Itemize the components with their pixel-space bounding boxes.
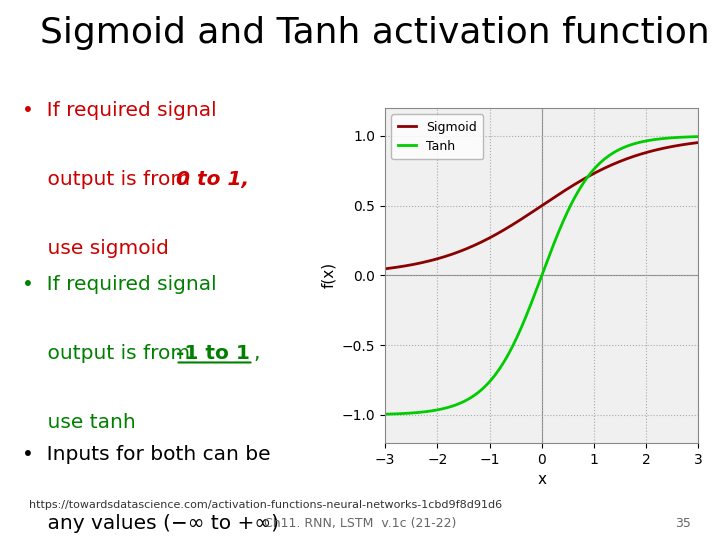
Text: output is from: output is from xyxy=(22,170,196,189)
Text: any values (−∞ to +∞): any values (−∞ to +∞) xyxy=(22,514,279,534)
Text: https://towardsdatascience.com/activation-functions-neural-networks-1cbd9f8d91d6: https://towardsdatascience.com/activatio… xyxy=(29,500,502,510)
Sigmoid xyxy=(665,144,673,150)
Text: Sigmoid and Tanh activation function: Sigmoid and Tanh activation function xyxy=(40,16,709,50)
Sigmoid xyxy=(567,183,576,190)
Y-axis label: f(x): f(x) xyxy=(321,262,336,288)
Tanh xyxy=(572,190,581,197)
Text: 0 to 1,: 0 to 1, xyxy=(176,170,248,189)
Line: Tanh: Tanh xyxy=(385,137,698,414)
Tanh xyxy=(381,411,390,417)
Text: -1 to 1: -1 to 1 xyxy=(176,345,249,363)
Tanh xyxy=(645,137,654,144)
Sigmoid xyxy=(572,180,581,186)
Sigmoid xyxy=(381,266,390,272)
Text: •  If required signal: • If required signal xyxy=(22,102,216,120)
Tanh xyxy=(665,135,673,141)
Sigmoid xyxy=(382,266,390,272)
Text: •  Inputs for both can be: • Inputs for both can be xyxy=(22,446,270,464)
Legend: Sigmoid, Tanh: Sigmoid, Tanh xyxy=(392,114,483,159)
Text: Ch11. RNN, LSTM  v.1c (21-22): Ch11. RNN, LSTM v.1c (21-22) xyxy=(264,517,456,530)
Tanh xyxy=(694,133,703,140)
Tanh xyxy=(382,411,390,417)
Sigmoid xyxy=(567,184,575,190)
X-axis label: x: x xyxy=(537,472,546,487)
Line: Sigmoid: Sigmoid xyxy=(385,143,698,269)
Sigmoid xyxy=(645,148,654,155)
Tanh xyxy=(567,200,576,207)
Text: •  If required signal: • If required signal xyxy=(22,275,216,294)
Text: use sigmoid: use sigmoid xyxy=(22,239,168,258)
Text: use tanh: use tanh xyxy=(22,413,135,432)
Text: output is from: output is from xyxy=(22,345,196,363)
Sigmoid xyxy=(694,139,703,146)
Text: 35: 35 xyxy=(675,517,691,530)
Text: ,: , xyxy=(253,345,260,363)
Tanh xyxy=(567,202,575,208)
